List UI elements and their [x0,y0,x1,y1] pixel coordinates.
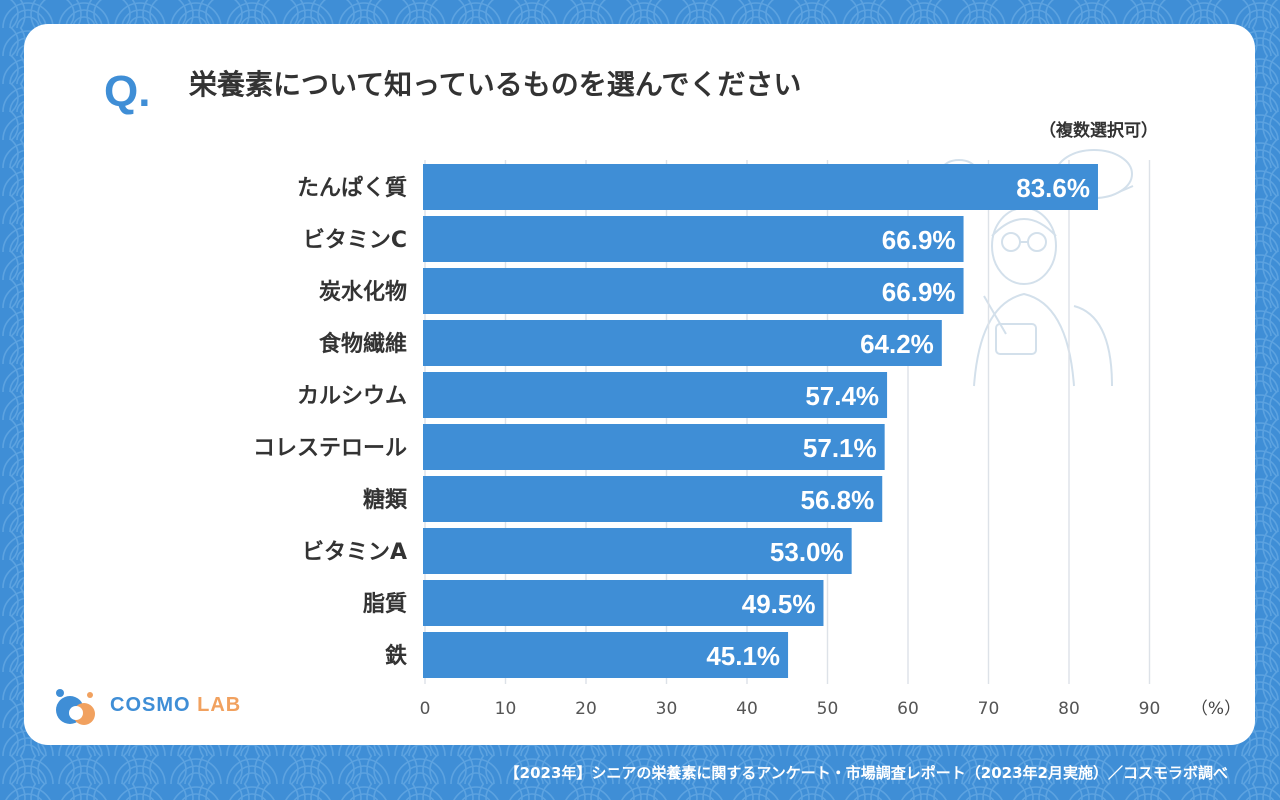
bar [423,580,824,626]
logo-icon [56,689,95,725]
x-tick-label: 10 [495,699,517,719]
bar [423,320,942,366]
category-label: ビタミンC [303,228,407,253]
bar [423,216,964,262]
x-tick-label: 60 [897,699,919,719]
category-label: 鉄 [385,643,407,669]
question-title: 栄養素について知っているものを選んでください [189,68,802,101]
x-axis-unit: （%） [1191,699,1241,719]
bar [423,164,1098,210]
category-label: ビタミンA [302,540,407,565]
value-label: 53.0% [770,537,844,567]
bar [423,476,883,522]
x-tick-label: 80 [1058,699,1080,719]
chart-card: Q. 栄養素について知っているものを選んでください （複数選択可） たんぱく質ビ… [24,24,1255,745]
bar [423,372,888,418]
value-label: 64.2% [860,329,934,359]
x-tick-label: 20 [575,699,597,719]
bar [423,632,789,678]
value-labels: 83.6% 66.9% 66.9% 64.2% 57.4% 57.1% 56.8% 53.0%… [706,173,1090,671]
value-label: 66.9% [882,277,956,307]
bar [423,424,885,470]
bar [423,268,964,314]
category-label: 食物繊維 [319,331,407,357]
multiple-choice-note: （複数選択可） [1039,121,1158,141]
value-label: 45.1% [706,641,780,671]
value-label: 57.4% [805,381,879,411]
bars [423,164,1098,678]
x-tick-label: 90 [1139,699,1161,719]
category-label: カルシウム [297,384,407,409]
value-label: 66.9% [882,225,956,255]
x-tick-label: 50 [817,699,839,719]
question-mark: Q. [104,67,151,116]
bar [423,528,852,574]
category-label: コレステロール [253,436,407,461]
logo-text-lab: LAB [197,694,242,716]
x-tick-label: 0 [420,699,431,719]
value-label: 83.6% [1016,173,1090,203]
x-axis-ticks: 0 10 20 30 40 50 60 70 80 90 [420,699,1161,719]
category-label: たんぱく質 [297,175,407,201]
x-tick-label: 40 [736,699,758,719]
category-label: 脂質 [363,591,407,617]
category-label: 炭水化物 [319,279,407,305]
category-label: 糖類 [363,487,408,513]
logo-text-cosmo: COSMO [110,694,191,716]
value-label: 57.1% [803,433,877,463]
value-label: 49.5% [742,589,816,619]
x-tick-label: 70 [978,699,1000,719]
source-footer: 【2023年】シニアの栄養素に関するアンケート・市場調査レポート（2023年2月… [504,764,1228,782]
cosmo-lab-logo: COSMO LAB [50,684,250,730]
value-label: 56.8% [801,485,875,515]
x-tick-label: 30 [656,699,678,719]
